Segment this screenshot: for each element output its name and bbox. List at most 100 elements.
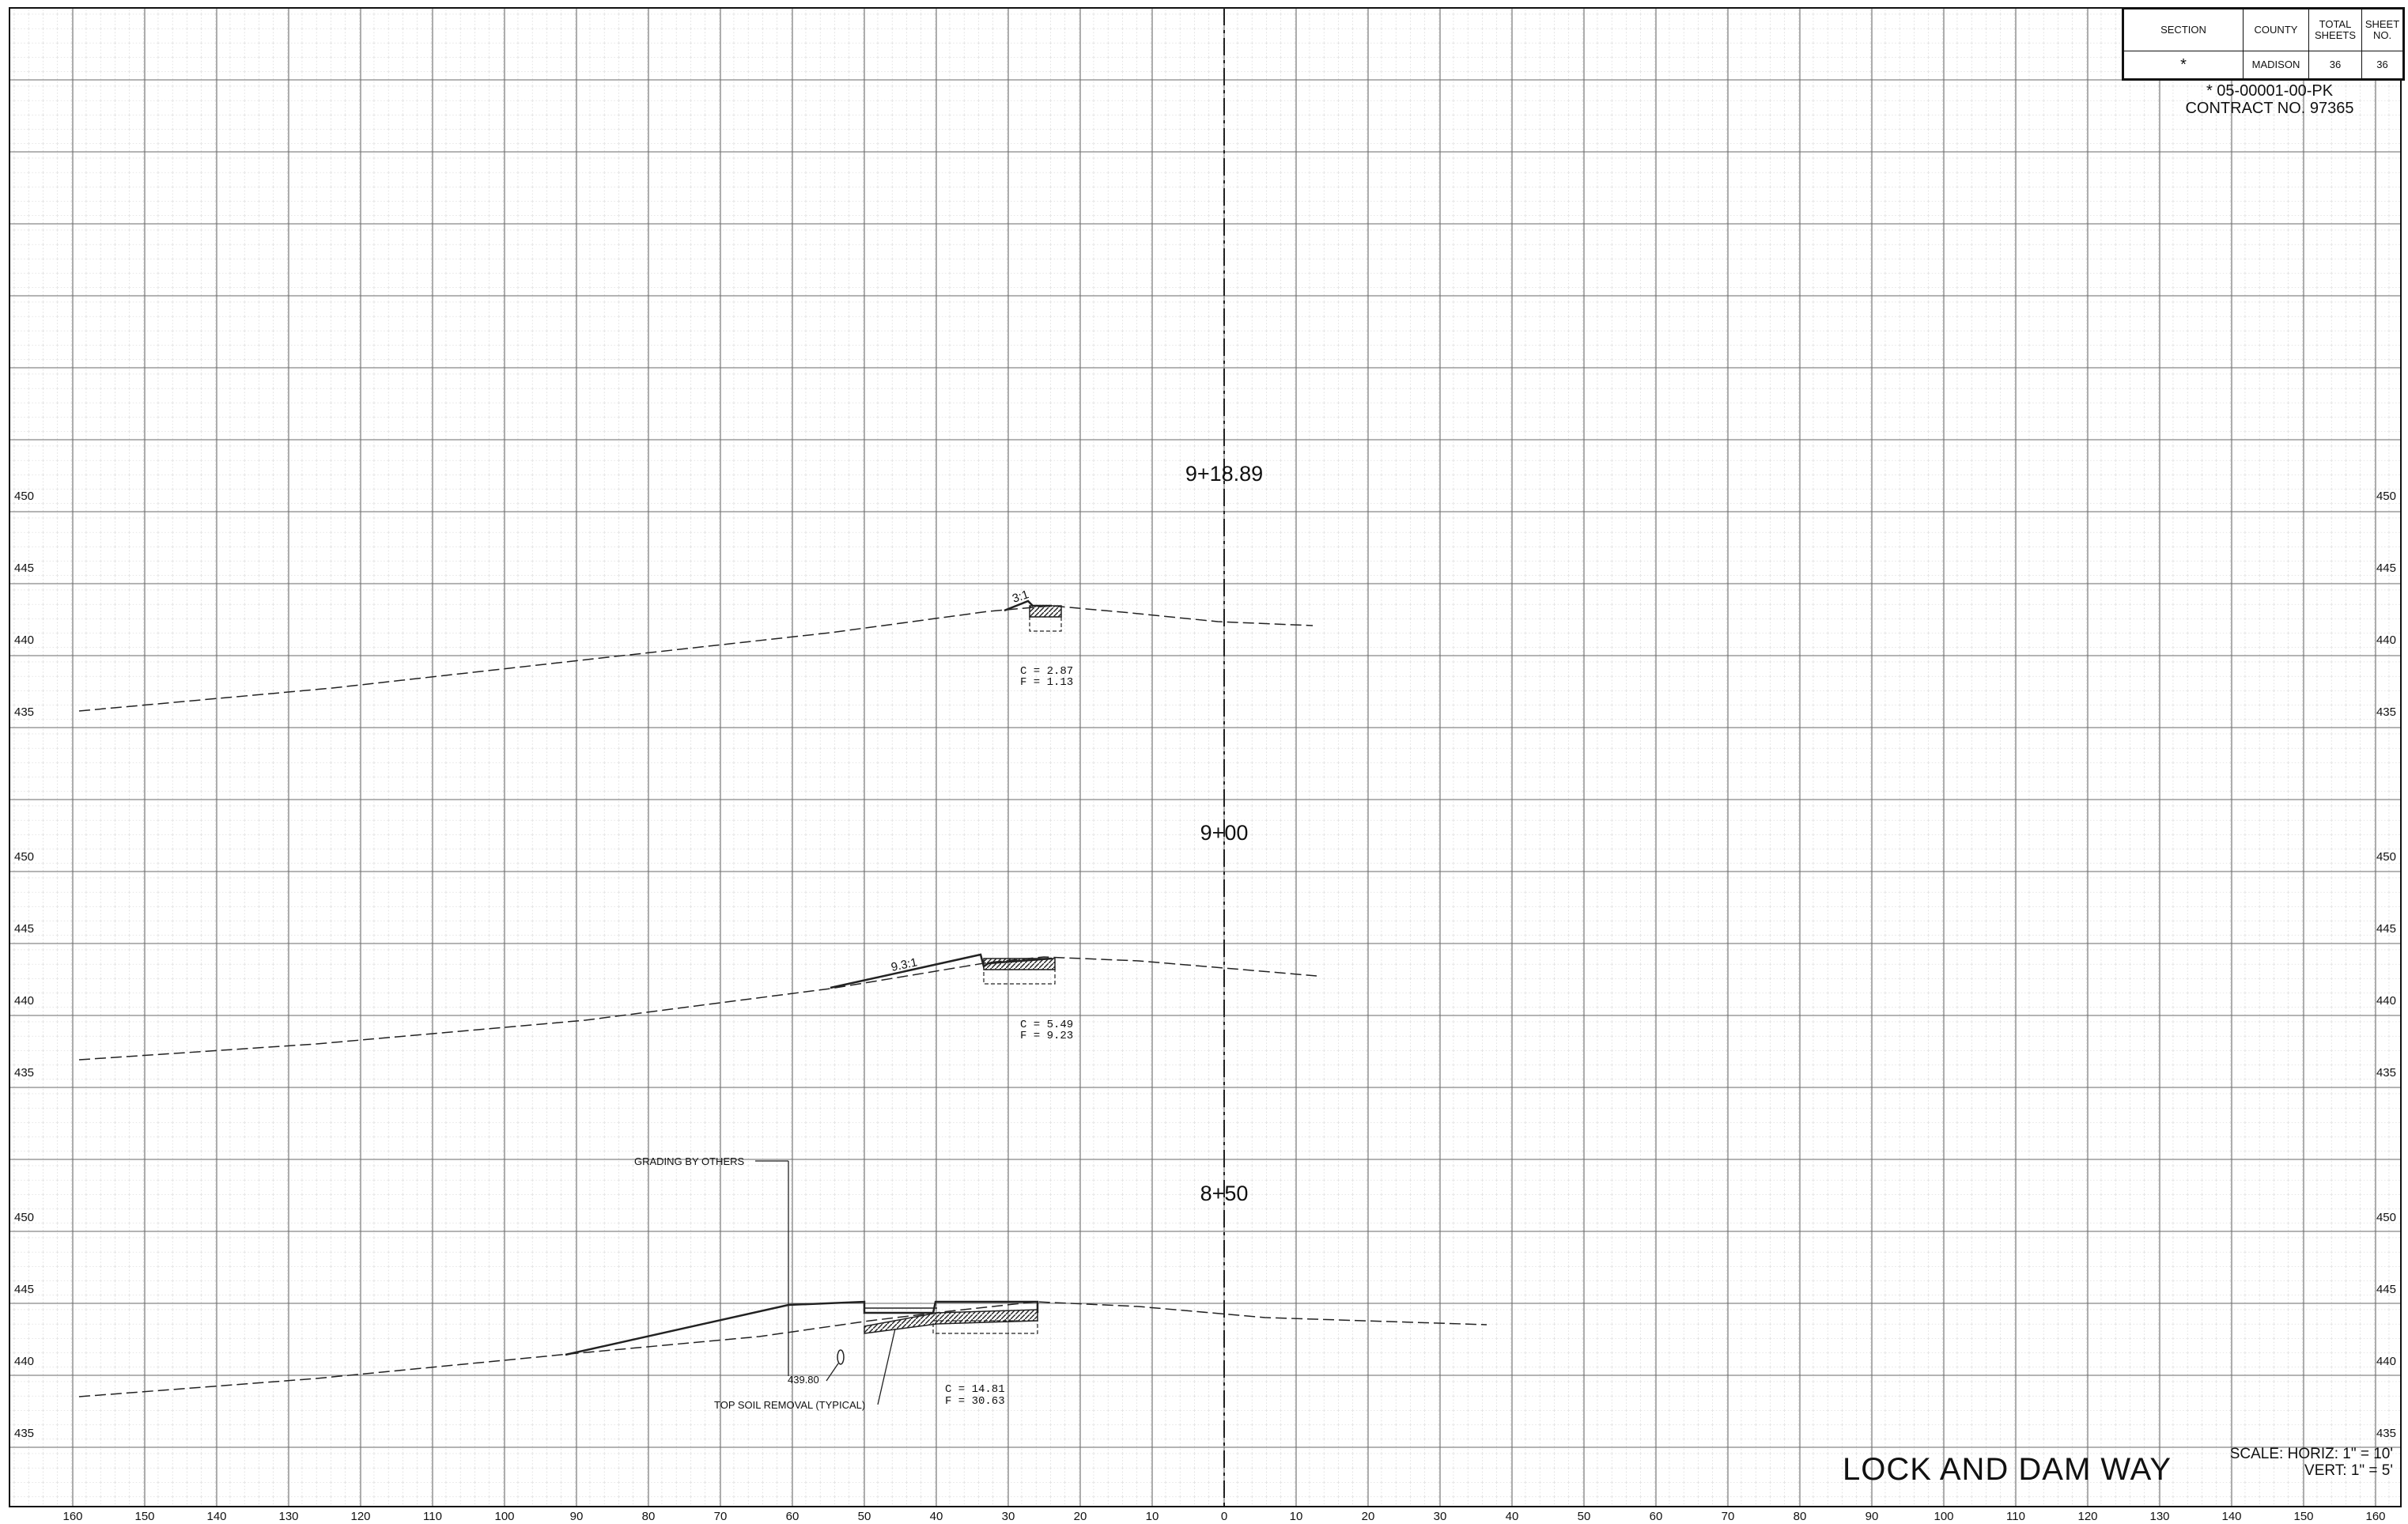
elevation-label: 435 — [14, 1427, 34, 1440]
section-value: * — [2123, 51, 2244, 79]
section-9-00: 9.3:1 C = 5.49 F = 9.23 — [78, 953, 1317, 1061]
slope-label: 9.3:1 — [890, 955, 918, 974]
subbase-outline — [983, 969, 1056, 985]
elevation-label: 440 — [14, 633, 34, 647]
section-number: * 05-00001-00-PK — [2206, 82, 2334, 100]
x-axis-tick-label: 140 — [2221, 1510, 2241, 1523]
x-axis-tick-label: 150 — [134, 1510, 154, 1523]
title-block: SECTION COUNTY TOTAL SHEETS SHEET NO. * … — [2122, 7, 2405, 81]
elevation-label: 450 — [2376, 490, 2396, 503]
grading-note: GRADING BY OTHERS — [634, 1155, 745, 1167]
topsoil-note: TOP SOIL REMOVAL (TYPICAL) — [714, 1399, 865, 1411]
elevation-label: 435 — [14, 1066, 34, 1080]
elevation-note: 439.80 — [788, 1374, 819, 1386]
elevation-label: 440 — [2376, 994, 2396, 1008]
x-axis-tick-label: 40 — [1506, 1510, 1519, 1523]
sheet-border — [9, 7, 2402, 1507]
station-label: 8+50 — [1200, 1182, 1249, 1205]
x-axis-tick-label: 60 — [786, 1510, 800, 1523]
section-8-50: GRADING BY OTHERS 439.80 TOP SOIL REMOVA… — [78, 1155, 1488, 1411]
elevation-labels: 450 450 445 445 440 440 435 435 450 450 445 445 440 4… — [14, 490, 2396, 1440]
fill-value: F = 1.13 — [1020, 676, 1073, 689]
subbase-outline — [1029, 616, 1062, 632]
horizontal-scale: SCALE: HORIZ: 1" = 10' — [2229, 1446, 2393, 1462]
x-axis-tick-label: 150 — [2293, 1510, 2313, 1523]
x-axis-tick-label: 110 — [2006, 1510, 2025, 1523]
x-axis-tick-label: 120 — [2077, 1510, 2097, 1523]
elevation-label: 445 — [2376, 1283, 2396, 1296]
x-axis-tick-label: 110 — [423, 1510, 442, 1523]
elevation-label: 440 — [2376, 1355, 2396, 1368]
elevation-label: 440 — [2376, 633, 2396, 647]
elevation-label: 435 — [14, 705, 34, 719]
elevation-leader — [826, 1363, 839, 1382]
cut-value: C = 2.87 — [1020, 665, 1073, 678]
vertical-scale: VERT: 1" = 5' — [2304, 1462, 2393, 1479]
x-axis-tick-label: 50 — [1578, 1510, 1591, 1523]
elevation-label: 450 — [14, 1211, 34, 1224]
existing-ground-line — [78, 605, 1314, 712]
proposed-grade — [565, 1300, 1039, 1356]
pavement-hatch — [1029, 605, 1062, 618]
station-label: 9+18.89 — [1185, 462, 1264, 486]
existing-ground-line — [78, 956, 1317, 1061]
total-sheets-value: 36 — [2308, 51, 2362, 79]
elevation-label: 450 — [14, 490, 34, 503]
x-axis-tick-label: 80 — [642, 1510, 656, 1523]
elevation-label: 440 — [14, 1355, 34, 1368]
x-axis-tick-label: 90 — [1866, 1510, 1879, 1523]
x-axis-tick-label: 60 — [1650, 1510, 1663, 1523]
cut-value: C = 5.49 — [1020, 1019, 1073, 1031]
elevation-label: 435 — [2376, 705, 2396, 719]
elevation-label: 445 — [14, 1283, 34, 1296]
elevation-label: 445 — [2376, 922, 2396, 936]
x-axis-tick-label: 20 — [1074, 1510, 1087, 1523]
x-axis-tick-label: 10 — [1290, 1510, 1303, 1523]
subbase-outline — [932, 1320, 1038, 1334]
minor-grid — [9, 8, 2401, 1507]
x-axis-tick-label: 160 — [2365, 1510, 2385, 1523]
scale-note: SCALE: HORIZ: 1" = 10' VERT: 1" = 5' — [2206, 1446, 2393, 1479]
x-axis-tick-label: 80 — [1794, 1510, 1807, 1523]
x-axis-tick-label: 130 — [2149, 1510, 2169, 1523]
elevation-label: 445 — [14, 922, 34, 936]
elevation-label: 435 — [2376, 1427, 2396, 1440]
elevation-label: 450 — [14, 850, 34, 864]
x-axis-tick-label: 50 — [858, 1510, 871, 1523]
cut-value: C = 14.81 — [945, 1383, 1005, 1396]
section-9-18-89: 3:1 C = 2.87 F = 1.13 — [78, 588, 1314, 712]
elevation-label: 445 — [2376, 562, 2396, 575]
existing-ground-line — [78, 1301, 1488, 1397]
x-axis-tick-label: 100 — [494, 1510, 514, 1523]
x-axis-tick-label: 140 — [206, 1510, 226, 1523]
elevation-label: 450 — [2376, 850, 2396, 864]
x-axis-tick-label: 30 — [1434, 1510, 1447, 1523]
x-axis-tick-label: 20 — [1362, 1510, 1375, 1523]
x-axis-tick-label: 10 — [1146, 1510, 1159, 1523]
x-axis-tick-label: 70 — [714, 1510, 728, 1523]
drawing-title: LOCK AND DAM WAY — [1843, 1452, 2172, 1487]
x-axis-tick-label: 70 — [1722, 1510, 1735, 1523]
x-axis-tick-label: 120 — [350, 1510, 370, 1523]
elevation-label: 450 — [2376, 1211, 2396, 1224]
fill-value: F = 30.63 — [945, 1395, 1005, 1408]
x-axis-tick-label: 160 — [62, 1510, 82, 1523]
pavement-hatch — [983, 958, 1056, 970]
topsoil-leader — [877, 1328, 896, 1405]
x-axis-tick-label: 90 — [570, 1510, 584, 1523]
section-header: SECTION — [2123, 9, 2244, 51]
x-axis-tick-label: 100 — [1934, 1510, 1953, 1523]
contract-number: CONTRACT NO. 97365 — [2185, 100, 2354, 117]
x-axis-tick-label: 0 — [1221, 1510, 1227, 1523]
elevation-marker — [837, 1349, 845, 1365]
elevation-label: 445 — [14, 562, 34, 575]
x-axis-tick-label: 130 — [278, 1510, 298, 1523]
station-label: 9+00 — [1200, 821, 1249, 845]
county-value: MADISON — [2243, 51, 2309, 79]
sheet-no-value: 36 — [2361, 51, 2403, 79]
contract-info: * 05-00001-00-PK CONTRACT NO. 97365 — [2167, 82, 2372, 117]
slope-label: 3:1 — [1011, 588, 1030, 606]
fill-value: F = 9.23 — [1020, 1030, 1073, 1042]
county-header: COUNTY — [2243, 9, 2309, 51]
